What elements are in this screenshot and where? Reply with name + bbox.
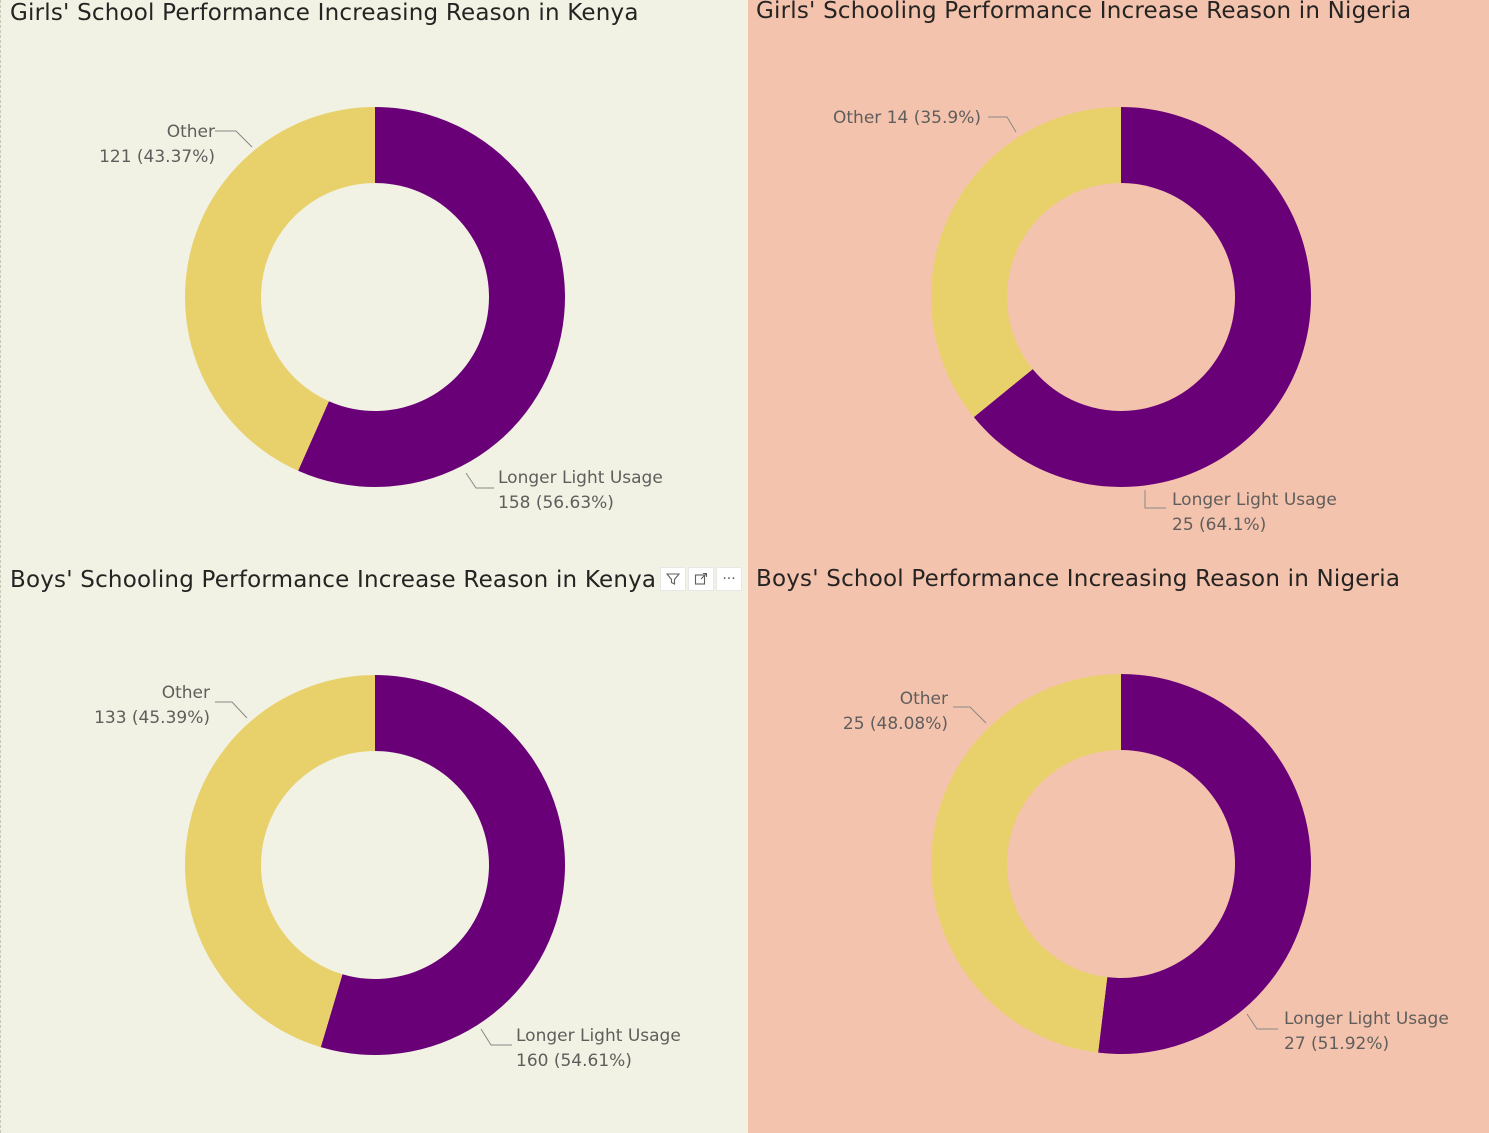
label-line-primary: Other: [900, 689, 948, 709]
filter-icon[interactable]: [660, 567, 686, 591]
kenya-panel: [0, 0, 1, 1133]
label-longer-light-usage: Longer Light Usage 160 (54.61%): [516, 1026, 681, 1071]
label-line-primary: Longer Light Usage: [1284, 1009, 1449, 1029]
label-line-value: 121 (43.37%): [99, 147, 215, 167]
nigeria-panel: [748, 0, 1489, 1133]
label-line-value: 27 (51.92%): [1284, 1034, 1389, 1054]
more-options-icon[interactable]: ···: [716, 567, 742, 591]
label-line-primary: Other 14 (35.9%): [833, 108, 981, 128]
chart-title: Boys' Schooling Performance Increase Rea…: [10, 567, 657, 593]
leader-line: [480, 1028, 512, 1046]
chart-title: Girls' School Performance Increasing Rea…: [10, 0, 639, 26]
leader-line: [988, 116, 1017, 133]
slice-longer-light-usage[interactable]: [973, 107, 1311, 488]
slice-longer-light-usage[interactable]: [1098, 674, 1311, 1054]
slice-other[interactable]: [184, 675, 375, 1048]
donut-chart[interactable]: Other 121 (43.37%) Longer Light Usage 158 (…: [0, 0, 748, 560]
label-line-primary: Longer Light Usage: [516, 1026, 681, 1046]
chart-title: Girls' Schooling Performance Increase Re…: [756, 0, 1412, 24]
label-line-primary: Other: [162, 683, 210, 703]
label-line-value: 158 (56.63%): [498, 493, 614, 513]
slice-longer-light-usage[interactable]: [320, 675, 565, 1055]
boys-nigeria-donut-visual[interactable]: Boys' School Performance Increasing Reas…: [748, 565, 1489, 1133]
label-longer-light-usage: Longer Light Usage 158 (56.63%): [498, 468, 663, 513]
focus-mode-icon[interactable]: [688, 567, 714, 591]
chart-title: Boys' School Performance Increasing Reas…: [756, 566, 1401, 592]
label-line-value: 133 (45.39%): [94, 708, 210, 728]
label-other: Other 121 (43.37%): [99, 122, 215, 167]
label-other: Other 25 (48.08%): [843, 689, 948, 734]
label-other: Other 14 (35.9%): [833, 108, 981, 128]
donut-chart[interactable]: Other 14 (35.9%) Longer Light Usage 25 (64…: [748, 0, 1489, 560]
girls-nigeria-donut-visual[interactable]: Girls' Schooling Performance Increase Re…: [748, 0, 1489, 560]
leader-line: [465, 472, 494, 489]
visual-header-toolbar: ···: [660, 567, 742, 591]
label-line-value: 160 (54.61%): [516, 1051, 632, 1071]
leader-line: [953, 706, 987, 724]
label-line-value: 25 (48.08%): [843, 714, 948, 734]
label-line-primary: Other: [167, 122, 215, 142]
label-line-primary: Longer Light Usage: [498, 468, 663, 488]
label-line-value: 25 (64.1%): [1172, 515, 1266, 535]
donut-chart[interactable]: Other 133 (45.39%) Longer Light Usage 160 (…: [0, 565, 748, 1133]
leader-line: [1246, 1013, 1278, 1030]
slice-other[interactable]: [931, 107, 1121, 418]
label-longer-light-usage: Longer Light Usage 27 (51.92%): [1284, 1009, 1449, 1054]
leader-line: [1144, 490, 1166, 509]
leader-line: [215, 701, 248, 719]
slice-other[interactable]: [930, 674, 1121, 1053]
boys-kenya-donut-visual[interactable]: Boys' Schooling Performance Increase Rea…: [0, 565, 748, 1133]
label-longer-light-usage: Longer Light Usage 25 (64.1%): [1172, 490, 1337, 535]
label-line-primary: Longer Light Usage: [1172, 490, 1337, 510]
label-other: Other 133 (45.39%): [94, 683, 210, 728]
girls-kenya-donut-visual[interactable]: Girls' School Performance Increasing Rea…: [0, 0, 748, 560]
slice-longer-light-usage[interactable]: [298, 107, 566, 488]
leader-line: [215, 130, 253, 148]
donut-chart[interactable]: Other 25 (48.08%) Longer Light Usage 27 (51…: [748, 565, 1489, 1133]
slice-other[interactable]: [185, 107, 375, 471]
